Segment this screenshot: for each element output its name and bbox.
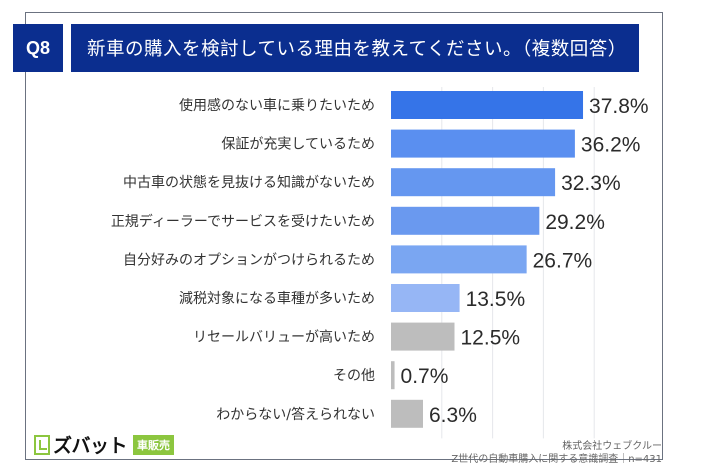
chart-title: 新車の購入を検討している理由を教えてください。（複数回答） (71, 24, 639, 72)
bar (391, 284, 460, 312)
value-label: 32.3% (561, 172, 621, 195)
logo-tag: 車販売 (133, 434, 175, 455)
logo-text: ズバット (53, 435, 128, 457)
bar (391, 206, 540, 235)
bar (391, 361, 395, 390)
brand-logo: ズバット 車販売 (34, 431, 175, 458)
bar (391, 322, 455, 351)
logo-icon (34, 434, 50, 455)
chart-frame (25, 12, 663, 460)
value-label: 29.2% (545, 211, 605, 234)
bar (391, 168, 556, 197)
value-label: 13.5% (466, 288, 526, 311)
source-note: 株式会社ウェブクルー Z世代の自動車購入に関する意識調査｜n=431 (451, 440, 662, 466)
category-label: その他 (333, 368, 375, 384)
source-survey: Z世代の自動車購入に関する意識調査｜n=431 (451, 454, 662, 465)
value-label: 6.3% (429, 404, 477, 427)
question-number-badge: Q8 (13, 24, 63, 72)
category-label: 正規ディーラーでサービスを受けたいため (111, 213, 375, 230)
category-label: 使用感のない車に乗りたいため (179, 97, 375, 114)
value-label: 37.8% (589, 95, 649, 118)
category-label: 保証が充実しているため (221, 137, 375, 153)
bar (391, 399, 424, 428)
category-label: 減税対象になる車種が多いため (179, 290, 375, 307)
category-label: リセールバリューが高いため (193, 329, 375, 346)
category-label: 自分好みのオプションがつけられるため (123, 252, 375, 268)
value-label: 0.7% (401, 365, 449, 388)
bar (391, 129, 575, 158)
category-labels: 使用感のない車に乗りたいため保証が充実しているため中古車の状態を見抜ける知識がな… (111, 97, 375, 423)
value-label: 36.2% (581, 134, 641, 157)
category-label: 中古車の状態を見抜ける知識がないため (123, 174, 375, 191)
bar (391, 91, 584, 119)
value-labels: 37.8% 36.2% 32.3% 29.2% 26.7% 13.5% 12.5% 0.7% 6… (401, 95, 649, 427)
value-label: 12.5% (461, 327, 521, 350)
source-company: 株式会社ウェブクルー (562, 441, 662, 452)
value-label: 26.7% (533, 249, 593, 272)
bars (391, 91, 584, 428)
bar (391, 245, 527, 274)
category-label: わからない/答えられない (216, 406, 375, 423)
